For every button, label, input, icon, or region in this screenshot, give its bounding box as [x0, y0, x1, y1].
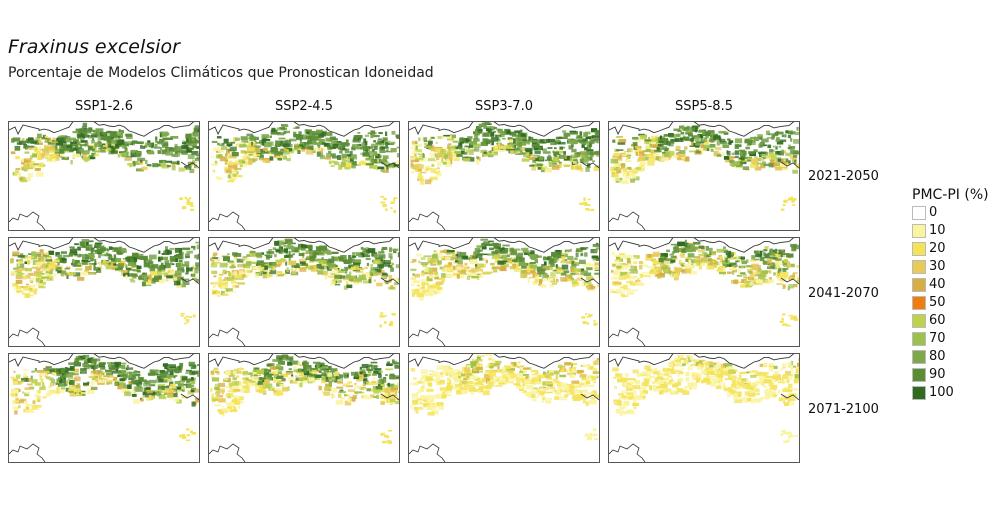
map-panel-SSP1-2.6-2071-2100	[8, 353, 200, 463]
map-panel-SSP2-4.5-2071-2100	[208, 353, 400, 463]
map-title: Fraxinus excelsior	[8, 36, 180, 58]
border-line	[409, 211, 446, 230]
column-label-ssp2-4-5: SSP2-4.5	[275, 99, 333, 114]
suitability-map	[9, 238, 199, 346]
legend-swatch	[912, 332, 926, 346]
border-line	[580, 161, 599, 169]
coastline	[9, 238, 195, 253]
border-line	[180, 277, 199, 285]
border-line	[380, 161, 399, 169]
legend-label: 100	[929, 385, 954, 400]
legend-label: 10	[929, 223, 946, 238]
suitability-map	[9, 354, 199, 462]
legend-swatch	[912, 368, 926, 382]
legend-swatch	[912, 206, 926, 220]
coastline	[209, 354, 395, 369]
legend-label: 70	[929, 331, 946, 346]
border-line	[780, 277, 799, 285]
suitability-map	[209, 354, 399, 462]
coastline	[609, 122, 795, 137]
suitability-map	[609, 238, 799, 346]
legend-swatch	[912, 242, 926, 256]
suitability-map	[609, 354, 799, 462]
coastline	[609, 354, 795, 369]
legend-label: 0	[929, 205, 938, 220]
border-line	[580, 393, 599, 401]
border-line	[609, 211, 646, 230]
map-panel-SSP3-7.0-2021-2050	[408, 121, 600, 231]
suitability-map	[209, 122, 399, 230]
row-label-2071-2100: 2071-2100	[808, 402, 879, 417]
map-panel-SSP2-4.5-2021-2050	[208, 121, 400, 231]
suitability-map	[209, 238, 399, 346]
column-label-ssp3-7-0: SSP3-7.0	[475, 99, 533, 114]
coastline	[209, 238, 395, 253]
coastline	[9, 122, 195, 137]
suitability-map	[409, 354, 599, 462]
suitability-map	[409, 238, 599, 346]
border-line	[409, 443, 446, 462]
legend-label: 80	[929, 349, 946, 364]
border-line	[580, 277, 599, 285]
row-label-2041-2070: 2041-2070	[808, 286, 879, 301]
coastline	[409, 238, 595, 253]
map-panel-SSP2-4.5-2041-2070	[208, 237, 400, 347]
suitability-map	[9, 122, 199, 230]
legend-label: 30	[929, 259, 946, 274]
map-panel-SSP5-8.5-2021-2050	[608, 121, 800, 231]
coastline	[9, 354, 195, 369]
suitability-map	[409, 122, 599, 230]
map-panel-SSP5-8.5-2041-2070	[608, 237, 800, 347]
map-panel-SSP1-2.6-2021-2050	[8, 121, 200, 231]
border-line	[380, 277, 399, 285]
legend-swatch	[912, 278, 926, 292]
legend-swatch	[912, 386, 926, 400]
map-panel-SSP3-7.0-2071-2100	[408, 353, 600, 463]
legend-label: 50	[929, 295, 946, 310]
legend-swatch	[912, 296, 926, 310]
legend-label: 20	[929, 241, 946, 256]
border-line	[9, 327, 46, 346]
legend-swatch	[912, 224, 926, 238]
map-panel-SSP5-8.5-2071-2100	[608, 353, 800, 463]
border-line	[180, 393, 199, 401]
row-label-2021-2050: 2021-2050	[808, 169, 879, 184]
border-line	[780, 393, 799, 401]
coastline	[609, 238, 795, 253]
border-line	[380, 393, 399, 401]
legend-swatch	[912, 350, 926, 364]
border-line	[609, 443, 646, 462]
map-panel-SSP1-2.6-2041-2070	[8, 237, 200, 347]
legend-label: 60	[929, 313, 946, 328]
column-label-ssp5-8-5: SSP5-8.5	[675, 99, 733, 114]
suitability-map	[609, 122, 799, 230]
legend-label: 90	[929, 367, 946, 382]
border-line	[209, 211, 246, 230]
border-line	[209, 327, 246, 346]
border-line	[180, 161, 199, 169]
border-line	[409, 327, 446, 346]
legend-swatch	[912, 260, 926, 274]
coastline	[409, 122, 595, 137]
border-line	[780, 161, 799, 169]
legend-title: PMC-PI (%)	[912, 187, 989, 203]
border-line	[609, 327, 646, 346]
border-line	[9, 211, 46, 230]
column-label-ssp1-2-6: SSP1-2.6	[75, 99, 133, 114]
legend-label: 40	[929, 277, 946, 292]
border-line	[209, 443, 246, 462]
border-line	[9, 443, 46, 462]
coastline	[409, 354, 595, 369]
legend-swatch	[912, 314, 926, 328]
map-panel-SSP3-7.0-2041-2070	[408, 237, 600, 347]
coastline	[209, 122, 395, 137]
map-subtitle: Porcentaje de Modelos Climáticos que Pro…	[8, 65, 434, 81]
